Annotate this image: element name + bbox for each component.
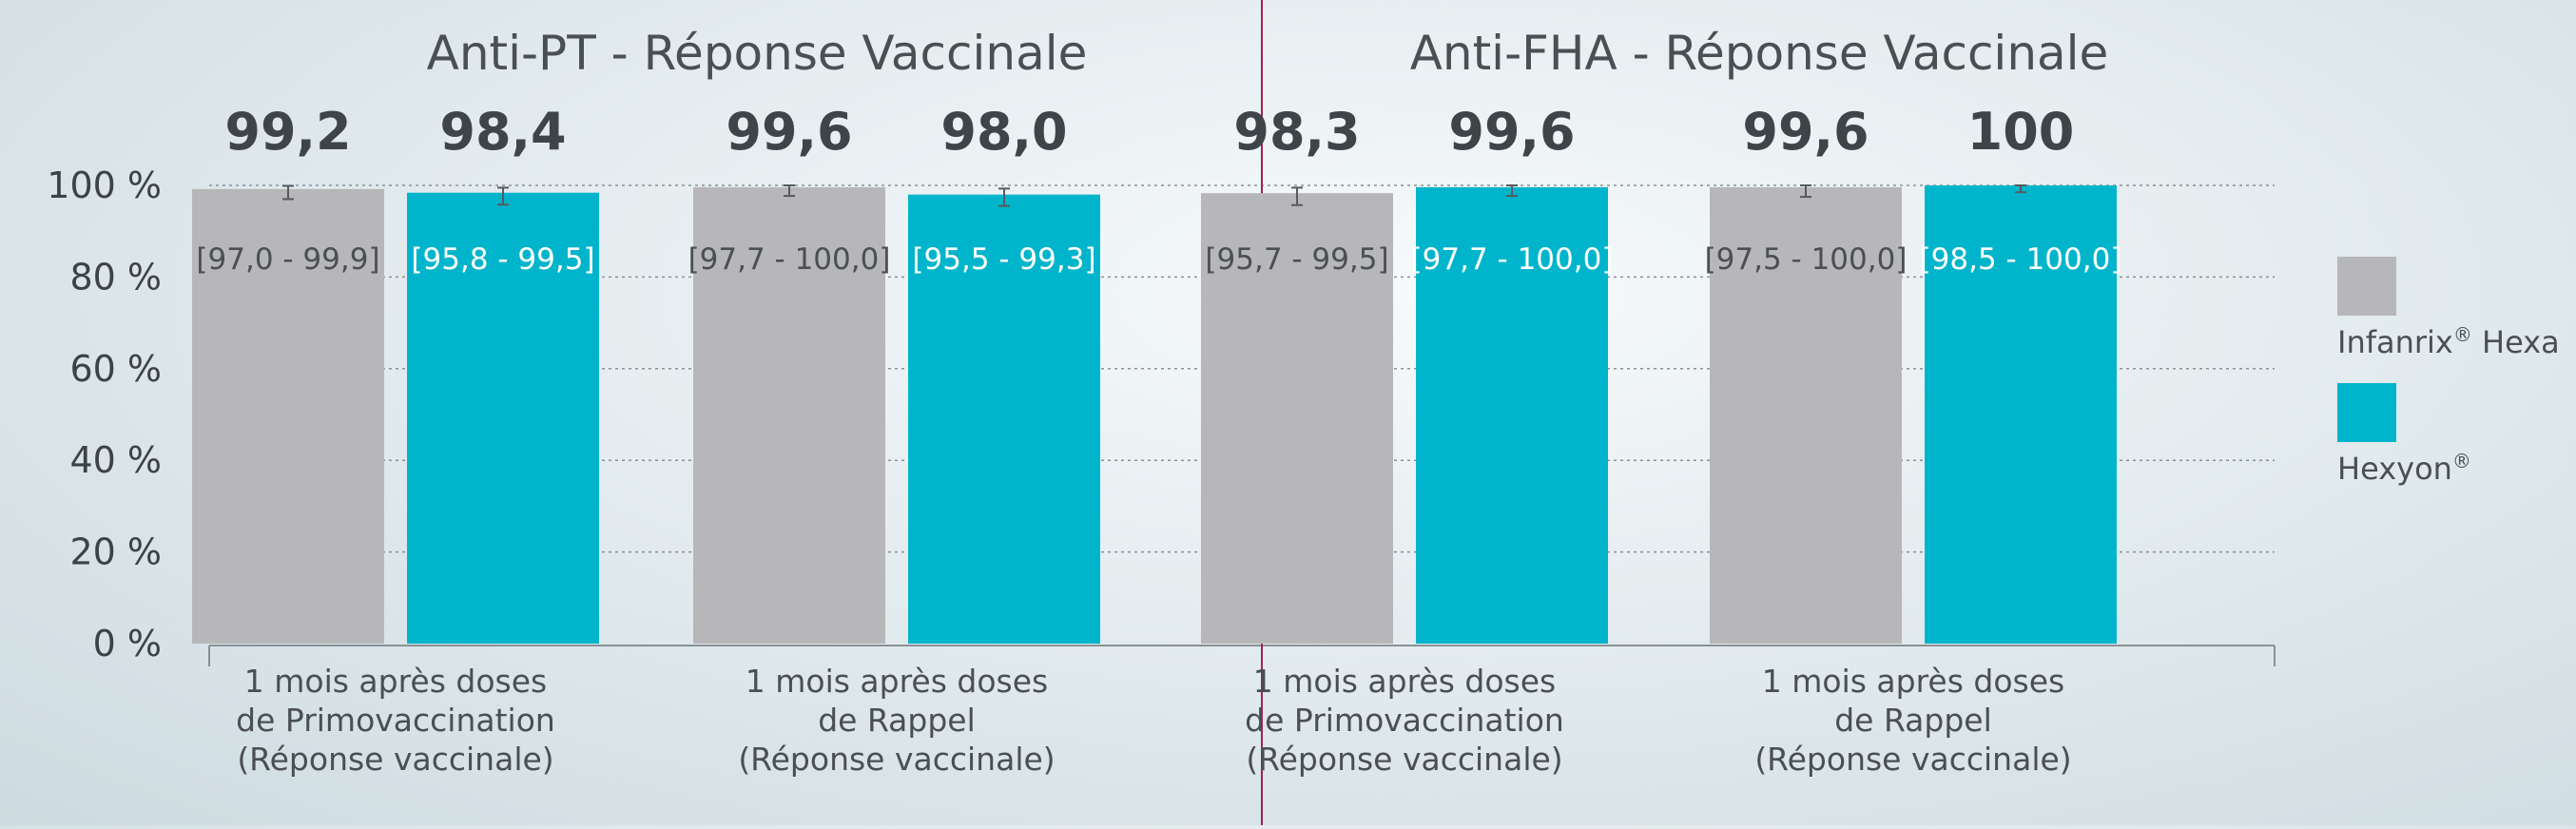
data-label: 99,6 [1742, 102, 1869, 162]
category-label: (Réponse vaccinale) [237, 741, 553, 778]
bar [407, 192, 599, 644]
category-label: de Rappel [818, 702, 976, 739]
data-label: 98,3 [1233, 102, 1360, 162]
bar [1416, 186, 1608, 645]
ci-label: [95,5 - 99,3] [912, 242, 1095, 277]
bar [192, 188, 384, 644]
y-tick-label: 0 % [93, 623, 162, 665]
legend-label: Hexyon® [2337, 450, 2471, 487]
bar [1710, 186, 1902, 645]
bar [1201, 193, 1393, 644]
legend-label-suffix: Hexa [2472, 324, 2560, 360]
legend-label: Infanrix® Hexa [2337, 323, 2560, 360]
category-label: 1 mois après doses [746, 663, 1049, 700]
category-label: 1 mois après doses [1762, 663, 2065, 700]
category-label: 1 mois après doses [1253, 663, 1557, 700]
ci-label: [97,0 - 99,9] [196, 242, 379, 277]
y-tick-label: 60 % [69, 348, 162, 390]
y-tick-label: 80 % [69, 256, 162, 298]
category-label: de Primovaccination [1245, 702, 1564, 739]
bar [1925, 185, 2117, 644]
ci-label: [95,7 - 99,5] [1205, 242, 1388, 277]
bar [908, 194, 1100, 644]
y-tick-label: 100 % [47, 164, 162, 206]
data-label: 98,0 [940, 102, 1067, 162]
bar [693, 186, 885, 645]
category-label: 1 mois après doses [244, 663, 548, 700]
panel-title: Anti-FHA - Réponse Vaccinale [1410, 26, 2109, 81]
category-label: de Rappel [1834, 702, 1992, 739]
data-label: 99,6 [726, 102, 852, 162]
ci-label: [98,5 - 100,0] [1920, 242, 2122, 277]
ci-label: [97,7 - 100,0] [688, 242, 891, 277]
category-label: de Primovaccination [236, 702, 555, 739]
ci-label: [95,8 - 99,5] [411, 242, 594, 277]
ci-label: [97,7 - 100,0] [1411, 242, 1614, 277]
y-tick-label: 40 % [69, 439, 162, 481]
category-label: (Réponse vaccinale) [1246, 741, 1562, 778]
data-label: 99,2 [224, 102, 351, 162]
y-tick-label: 20 % [69, 531, 162, 573]
data-label: 100 [1967, 102, 2075, 162]
data-label: 99,6 [1448, 102, 1575, 162]
legend-swatch [2337, 383, 2396, 442]
legend-label-sup: ® [2453, 323, 2472, 346]
category-label: (Réponse vaccinale) [1754, 741, 2071, 778]
legend-swatch [2337, 257, 2396, 316]
legend-label-sup: ® [2452, 450, 2471, 472]
ci-label: [97,5 - 100,0] [1705, 242, 1908, 277]
category-label: (Réponse vaccinale) [738, 741, 1055, 778]
panel-title: Anti-PT - Réponse Vaccinale [427, 26, 1088, 81]
data-label: 98,4 [439, 102, 566, 162]
